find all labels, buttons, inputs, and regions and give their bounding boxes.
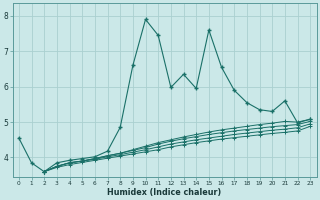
X-axis label: Humidex (Indice chaleur): Humidex (Indice chaleur)	[108, 188, 222, 197]
